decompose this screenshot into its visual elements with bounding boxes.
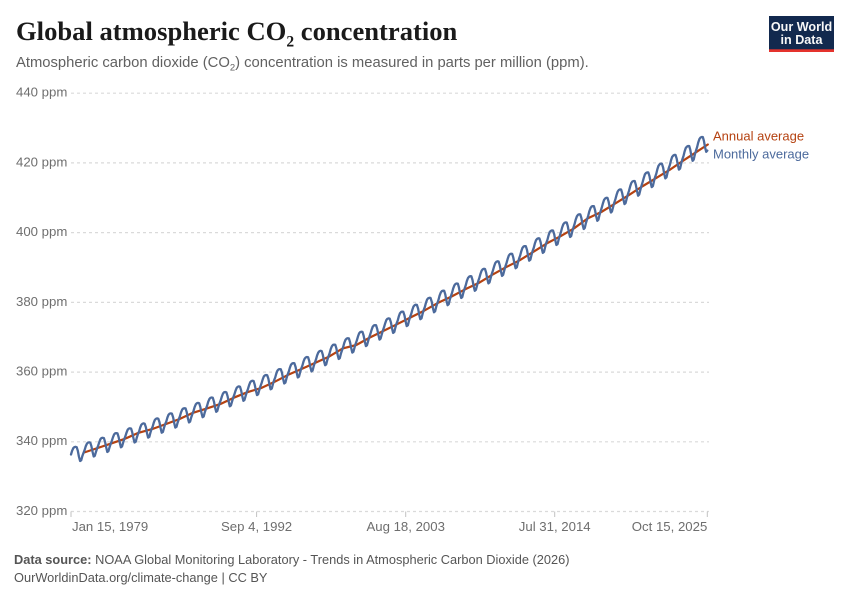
svg-text:Sep 4, 1992: Sep 4, 1992 xyxy=(221,519,292,534)
svg-text:Data source: NOAA Global Monit: Data source: NOAA Global Monitoring Labo… xyxy=(14,552,570,567)
svg-text:320 ppm: 320 ppm xyxy=(16,503,67,518)
svg-text:in Data: in Data xyxy=(781,33,824,47)
svg-text:OurWorldinData.org/climate-cha: OurWorldinData.org/climate-change | CC B… xyxy=(14,570,268,585)
svg-text:Oct 15, 2025: Oct 15, 2025 xyxy=(632,519,708,534)
svg-text:380 ppm: 380 ppm xyxy=(16,294,67,309)
svg-text:Atmospheric carbon dioxide (CO: Atmospheric carbon dioxide (CO2) concent… xyxy=(16,55,589,74)
svg-text:Jan 15, 1979: Jan 15, 1979 xyxy=(72,519,148,534)
svg-text:360 ppm: 360 ppm xyxy=(16,364,67,379)
svg-text:Jul 31, 2014: Jul 31, 2014 xyxy=(519,519,591,534)
svg-text:440 ppm: 440 ppm xyxy=(16,85,67,100)
svg-text:Annual average: Annual average xyxy=(713,129,804,144)
svg-text:Global atmospheric CO2 concent: Global atmospheric CO2 concentration xyxy=(16,16,458,51)
svg-text:Monthly average: Monthly average xyxy=(713,147,809,162)
svg-text:Aug 18, 2003: Aug 18, 2003 xyxy=(366,519,444,534)
svg-text:420 ppm: 420 ppm xyxy=(16,154,67,169)
svg-text:340 ppm: 340 ppm xyxy=(16,433,67,448)
svg-text:400 ppm: 400 ppm xyxy=(16,224,67,239)
svg-text:Our World: Our World xyxy=(771,20,832,34)
